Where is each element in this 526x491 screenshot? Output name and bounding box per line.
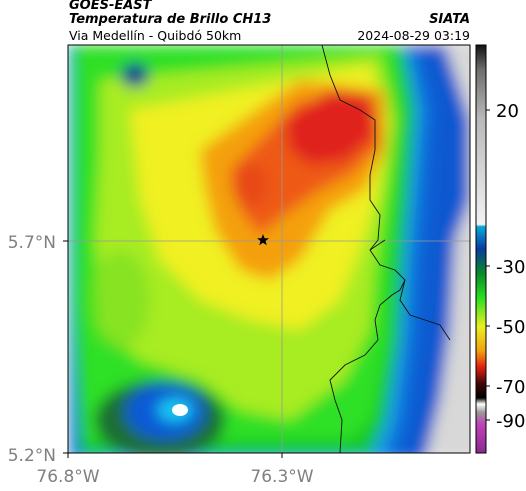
lon-label-2: 76.3°W [250,467,313,487]
station-star-icon [257,234,269,246]
map-subtitle: Via Medellín - Quibdó 50km [69,28,242,43]
timestamp-label: 2024-08-29 03:19 [357,28,470,43]
lat-label-1: 5.7°N [8,233,56,253]
colorbar-tick-1: 20 [496,101,519,122]
colorbar-tick-2: -30 [496,257,525,278]
satellite-label: GOES-EAST [69,0,152,13]
colorbar [475,44,487,454]
map-frame [67,44,471,454]
colorbar-tick-3: -50 [496,317,525,338]
colorbar-tick-4: -70 [496,377,525,398]
colorbar-tick-5: -90 [496,411,525,432]
map-title: Temperatura de Brillo CH13 [69,12,272,27]
coastline [329,279,406,454]
lat-label-2: 5.2°N [8,446,56,466]
border-line [321,44,451,341]
organization-label: SIATA [429,12,470,27]
brightness-temperature-field [68,45,470,453]
lon-label-1: 76.8°W [36,467,99,487]
